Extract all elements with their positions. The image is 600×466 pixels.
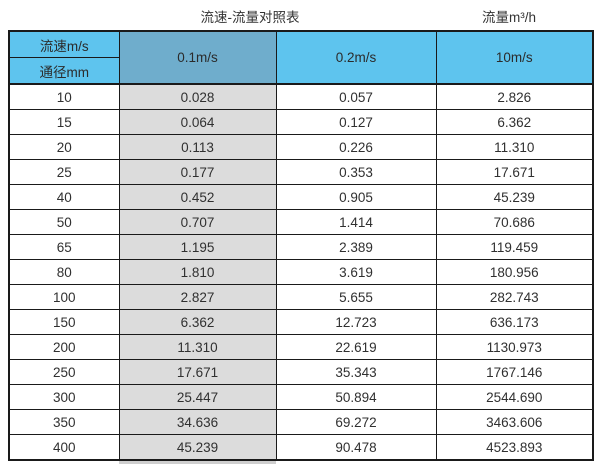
table-row: 150 6.362 12.723 636.173	[8, 309, 594, 335]
flow-value-cell: 3463.606	[435, 409, 594, 435]
header-velocity-unit-label: 流速m/s	[8, 30, 120, 58]
flow-value-cell: 1767.146	[435, 359, 594, 385]
flow-value-cell: 12.723	[275, 309, 437, 335]
flow-value-cell: 119.459	[435, 234, 594, 260]
flow-value-cell: 0.353	[275, 159, 437, 185]
flow-value-cell: 1130.973	[435, 334, 594, 360]
flow-value-cell: 11.310	[435, 134, 594, 160]
diameter-cell: 250	[8, 359, 120, 385]
table-title: 流速-流量对照表	[200, 10, 300, 25]
table-row: 25 0.177 0.353 17.671	[8, 159, 594, 185]
diameter-cell: 20	[8, 134, 120, 160]
flow-value-cell: 34.636	[118, 409, 277, 435]
flow-value-cell: 0.127	[275, 109, 437, 135]
flow-rate-unit-label: 流量m³/h	[482, 10, 536, 25]
flow-value-cell: 1.414	[275, 209, 437, 235]
header-row-top: 流速m/s 0.1m/s 0.2m/s 10m/s	[8, 30, 594, 85]
table-row: 350 34.636 69.272 3463.606	[8, 409, 594, 435]
flow-value-cell: 0.452	[118, 184, 277, 210]
flow-value-cell: 69.272	[275, 409, 437, 435]
velocity-col-header-3: 10m/s	[435, 30, 594, 85]
flow-value-cell: 25.447	[118, 384, 277, 410]
flow-value-cell: 2.389	[275, 234, 437, 260]
diameter-cell: 300	[8, 384, 120, 410]
flow-value-cell: 90.478	[275, 434, 437, 461]
flow-value-cell: 0.707	[118, 209, 277, 235]
table-row: 65 1.195 2.389 119.459	[8, 234, 594, 260]
velocity-col-header-2: 0.2m/s	[275, 30, 437, 85]
diameter-cell: 80	[8, 259, 120, 285]
diameter-cell: 200	[8, 334, 120, 360]
flow-value-cell: 0.064	[118, 109, 277, 135]
flow-value-cell: 1.195	[118, 234, 277, 260]
flow-value-cell: 70.686	[435, 209, 594, 235]
diameter-cell: 400	[8, 434, 120, 461]
flow-value-cell: 6.362	[118, 309, 277, 335]
flow-value-cell: 2.827	[118, 284, 277, 310]
diameter-cell: 40	[8, 184, 120, 210]
diameter-cell: 100	[8, 284, 120, 310]
flow-value-cell: 11.310	[118, 334, 277, 360]
flow-value-cell: 0.905	[275, 184, 437, 210]
flow-value-cell: 22.619	[275, 334, 437, 360]
diameter-cell: 65	[8, 234, 120, 260]
flow-value-cell: 0.028	[118, 83, 277, 110]
flow-value-cell: 50.894	[275, 384, 437, 410]
flow-value-cell: 0.113	[118, 134, 277, 160]
table-body: 10 0.028 0.057 2.826 15 0.064 0.127 6.362 20 0.11…	[8, 83, 594, 461]
flow-value-cell: 3.619	[275, 259, 437, 285]
flow-value-cell: 1.810	[118, 259, 277, 285]
flow-value-cell: 0.226	[275, 134, 437, 160]
velocity-col-header-1: 0.1m/s	[118, 30, 277, 85]
diameter-cell: 50	[8, 209, 120, 235]
diameter-cell: 350	[8, 409, 120, 435]
flow-value-cell: 35.343	[275, 359, 437, 385]
table-row: 20 0.113 0.226 11.310	[8, 134, 594, 160]
flow-value-cell: 45.239	[435, 184, 594, 210]
flow-value-cell: 2544.690	[435, 384, 594, 410]
flow-value-cell: 4523.893	[435, 434, 594, 461]
flow-value-cell: 0.177	[118, 159, 277, 185]
flow-value-cell: 5.655	[275, 284, 437, 310]
flow-value-cell: 0.057	[275, 83, 437, 110]
table-row: 400 45.239 90.478 4523.893	[8, 434, 594, 461]
diameter-cell: 10	[8, 83, 120, 110]
flow-value-cell: 6.362	[435, 109, 594, 135]
table-row: 300 25.447 50.894 2544.690	[8, 384, 594, 410]
table-header: 流速m/s 0.1m/s 0.2m/s 10m/s 通径mm	[8, 30, 594, 85]
table-row: 80 1.810 3.619 180.956	[8, 259, 594, 285]
flow-value-cell: 282.743	[435, 284, 594, 310]
flow-value-cell: 45.239	[118, 434, 277, 461]
table-row: 100 2.827 5.655 282.743	[8, 284, 594, 310]
diameter-cell: 150	[8, 309, 120, 335]
flow-rate-table: 流速m/s 0.1m/s 0.2m/s 10m/s 通径mm 10 0.028 0.…	[8, 30, 594, 461]
table-row: 200 11.310 22.619 1130.973	[8, 334, 594, 360]
table-row: 15 0.064 0.127 6.362	[8, 109, 594, 135]
header-row-bottom: 通径mm	[8, 57, 593, 85]
flow-value-cell: 17.671	[435, 159, 594, 185]
table-row: 50 0.707 1.414 70.686	[8, 209, 594, 235]
flow-value-cell: 180.956	[435, 259, 594, 285]
diameter-cell: 15	[8, 109, 120, 135]
flow-value-cell: 636.173	[435, 309, 594, 335]
table-row: 250 17.671 35.343 1767.146	[8, 359, 594, 385]
header-diameter-unit-label: 通径mm	[8, 57, 120, 85]
diameter-cell: 25	[8, 159, 120, 185]
table-row: 10 0.028 0.057 2.826	[8, 83, 594, 110]
flow-value-cell: 17.671	[118, 359, 277, 385]
table-row: 40 0.452 0.905 45.239	[8, 184, 594, 210]
flow-value-cell: 2.826	[435, 83, 594, 110]
